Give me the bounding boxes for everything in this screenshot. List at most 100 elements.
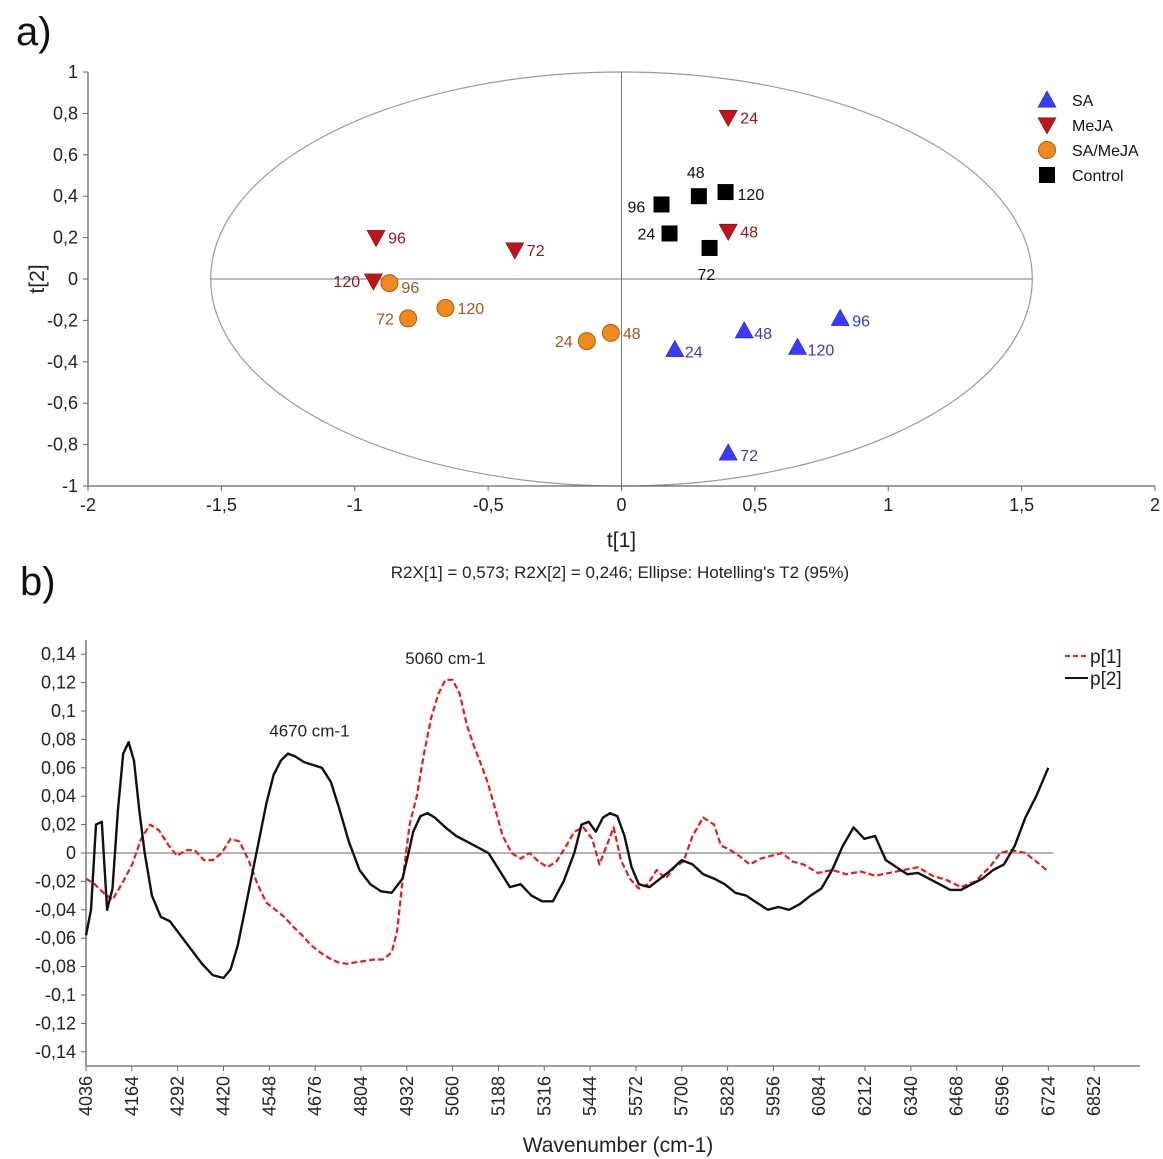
y-tick-label: -0,8 bbox=[47, 435, 78, 455]
legend-marker bbox=[1037, 90, 1057, 108]
x-tick-label: 4420 bbox=[213, 1076, 233, 1116]
x-tick-label: 5828 bbox=[718, 1076, 738, 1116]
legend-label: SA bbox=[1072, 93, 1094, 110]
x-tick-label: 6212 bbox=[855, 1076, 875, 1116]
x-tick-label: 4804 bbox=[351, 1076, 371, 1116]
y-tick-label: 0 bbox=[68, 269, 78, 289]
y-tick-label: -0,6 bbox=[47, 393, 78, 413]
data-point bbox=[505, 242, 525, 260]
data-point bbox=[718, 223, 738, 242]
x-tick-label: 6596 bbox=[993, 1076, 1013, 1116]
x-tick-label: 5572 bbox=[626, 1076, 646, 1116]
x-tick-label: 4036 bbox=[76, 1076, 96, 1116]
x-tick-label: -0,5 bbox=[473, 495, 504, 515]
data-point bbox=[380, 274, 399, 293]
legend-marker bbox=[1038, 141, 1056, 159]
data-point-label: 120 bbox=[738, 187, 765, 204]
y-tick-label: 0,14 bbox=[41, 644, 76, 664]
y-tick-label: 0,1 bbox=[51, 701, 76, 721]
data-point bbox=[690, 188, 707, 205]
legend-marker bbox=[1039, 167, 1055, 183]
data-point-label: 48 bbox=[687, 165, 705, 182]
series-sa: 24 48 72 96 120 bbox=[665, 308, 870, 465]
data-point bbox=[717, 184, 734, 201]
x-tick-label: 5956 bbox=[763, 1076, 783, 1116]
x-tick-label: 0,5 bbox=[742, 495, 767, 515]
data-point-label: 72 bbox=[740, 448, 758, 465]
y-tick-label: -0,2 bbox=[47, 310, 78, 330]
data-point bbox=[665, 339, 685, 357]
data-point bbox=[661, 225, 678, 242]
data-point-label: 24 bbox=[638, 226, 656, 243]
plot-caption: R2X[1] = 0,573; R2X[2] = 0,246; Ellipse:… bbox=[391, 563, 849, 582]
data-point bbox=[701, 239, 718, 256]
series-meja: 24 48 72 96 120 bbox=[333, 110, 758, 291]
score-scatter-plot: -2 -1,5 -1 -0,5 0 0,5 1 1,5 2 1 0,8 0,6 0,4 0,2 0 -0,2 -… bbox=[26, 62, 1160, 582]
y-tick-label: 0,12 bbox=[41, 673, 76, 693]
y-tick-label: 0,04 bbox=[41, 786, 76, 806]
x-tick-label: 4676 bbox=[305, 1076, 325, 1116]
x-tick-label: 6468 bbox=[947, 1076, 967, 1116]
y-tick-label: 0,2 bbox=[53, 228, 78, 248]
data-point bbox=[734, 321, 754, 339]
x-tick-label: -1 bbox=[347, 495, 363, 515]
y-tick-label: 0,08 bbox=[41, 729, 76, 749]
y-tick-label: 1 bbox=[68, 62, 78, 82]
legend-label: MeJA bbox=[1072, 118, 1113, 135]
y-tick-label: 0,4 bbox=[53, 186, 78, 206]
data-point-label: 120 bbox=[457, 301, 484, 318]
data-point bbox=[436, 298, 455, 317]
x-tick-label: 5700 bbox=[672, 1076, 692, 1116]
y-tick-label: -0,1 bbox=[45, 985, 76, 1005]
legend-label: Control bbox=[1072, 168, 1124, 185]
x-tick-label: -1,5 bbox=[206, 495, 237, 515]
legend-label: SA/MeJA bbox=[1072, 143, 1139, 160]
data-point bbox=[718, 110, 738, 128]
data-point-label: 96 bbox=[401, 280, 419, 297]
peak-annotation: 5060 cm-1 bbox=[405, 649, 485, 668]
series-control: 24 48 72 96 120 bbox=[628, 165, 765, 284]
series-line-p2 bbox=[84, 741, 1050, 980]
x-tick-label: 5060 bbox=[443, 1076, 463, 1116]
data-point bbox=[653, 196, 670, 213]
y-tick-label: -0,02 bbox=[35, 871, 76, 891]
data-point-label: 24 bbox=[740, 111, 758, 128]
data-point-label: 120 bbox=[808, 342, 835, 359]
x-tick-label: 5316 bbox=[534, 1076, 554, 1116]
y-tick-label: -0,06 bbox=[35, 928, 76, 948]
panel-a-label: a) bbox=[16, 10, 52, 54]
data-point bbox=[399, 309, 418, 328]
y-tick-label: -0,14 bbox=[35, 1042, 76, 1062]
x-axis-title: t[1] bbox=[607, 529, 636, 552]
y-tick-label: -0,4 bbox=[47, 352, 78, 372]
y-tick-label: -0,04 bbox=[35, 900, 76, 920]
legend: SA MeJA SA/MeJA Control bbox=[1037, 90, 1139, 185]
data-point-label: 96 bbox=[388, 231, 406, 248]
x-tick-label: 1,5 bbox=[1009, 495, 1034, 515]
data-point-label: 120 bbox=[333, 274, 360, 291]
x-tick-label: 6724 bbox=[1038, 1076, 1058, 1116]
series-sa-meja: 24 48 72 96 120 bbox=[376, 274, 641, 351]
x-tick-label: 4292 bbox=[168, 1076, 188, 1116]
data-point bbox=[363, 273, 383, 291]
data-point bbox=[366, 230, 386, 248]
legend-label: p[1] bbox=[1090, 647, 1122, 668]
y-tick-label: -1 bbox=[62, 476, 78, 496]
series-line-p1 bbox=[85, 678, 1050, 965]
data-point-label: 72 bbox=[376, 311, 394, 328]
x-tick-label: 6852 bbox=[1084, 1076, 1104, 1116]
legend-label: p[2] bbox=[1090, 669, 1122, 690]
y-tick-label: 0,6 bbox=[53, 145, 78, 165]
data-point-label: 48 bbox=[754, 326, 772, 343]
y-tick-label: -0,08 bbox=[35, 957, 76, 977]
y-tick-label: 0,8 bbox=[53, 103, 78, 123]
panel-b-label: b) bbox=[20, 560, 56, 604]
x-tick-label: 5188 bbox=[488, 1076, 508, 1116]
y-tick-label: -0,12 bbox=[35, 1013, 76, 1033]
data-point-label: 24 bbox=[555, 334, 573, 351]
data-point-label: 48 bbox=[740, 224, 758, 241]
legend: p[1]p[2] bbox=[1065, 647, 1122, 690]
x-axis-title: Wavenumber (cm-1) bbox=[523, 1134, 714, 1157]
x-tick-label: 6340 bbox=[901, 1076, 921, 1116]
